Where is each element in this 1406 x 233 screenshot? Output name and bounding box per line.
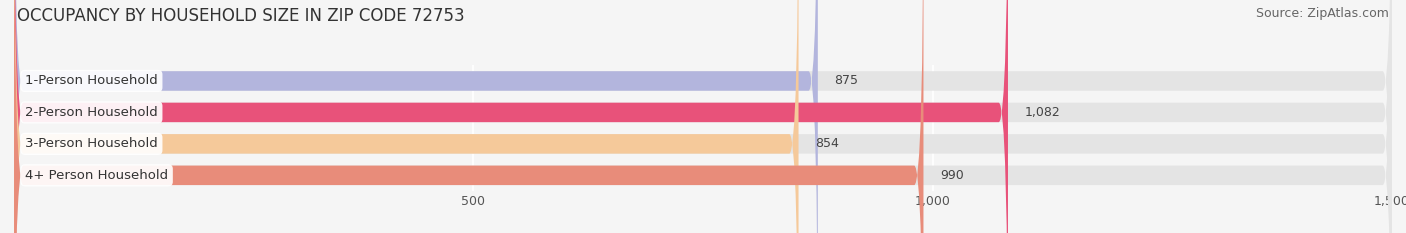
- FancyBboxPatch shape: [14, 0, 1008, 233]
- FancyBboxPatch shape: [14, 0, 1392, 233]
- Text: 2-Person Household: 2-Person Household: [25, 106, 157, 119]
- FancyBboxPatch shape: [14, 0, 818, 233]
- FancyBboxPatch shape: [14, 0, 799, 233]
- Text: 4+ Person Household: 4+ Person Household: [25, 169, 169, 182]
- Text: 1-Person Household: 1-Person Household: [25, 75, 157, 87]
- Text: 990: 990: [941, 169, 963, 182]
- FancyBboxPatch shape: [14, 0, 1392, 233]
- Text: 1,082: 1,082: [1025, 106, 1060, 119]
- FancyBboxPatch shape: [14, 0, 924, 233]
- Text: 854: 854: [815, 137, 839, 150]
- Text: OCCUPANCY BY HOUSEHOLD SIZE IN ZIP CODE 72753: OCCUPANCY BY HOUSEHOLD SIZE IN ZIP CODE …: [17, 7, 464, 25]
- Text: 875: 875: [834, 75, 858, 87]
- FancyBboxPatch shape: [14, 0, 1392, 233]
- Text: Source: ZipAtlas.com: Source: ZipAtlas.com: [1256, 7, 1389, 20]
- Text: 3-Person Household: 3-Person Household: [25, 137, 157, 150]
- FancyBboxPatch shape: [14, 0, 1392, 233]
